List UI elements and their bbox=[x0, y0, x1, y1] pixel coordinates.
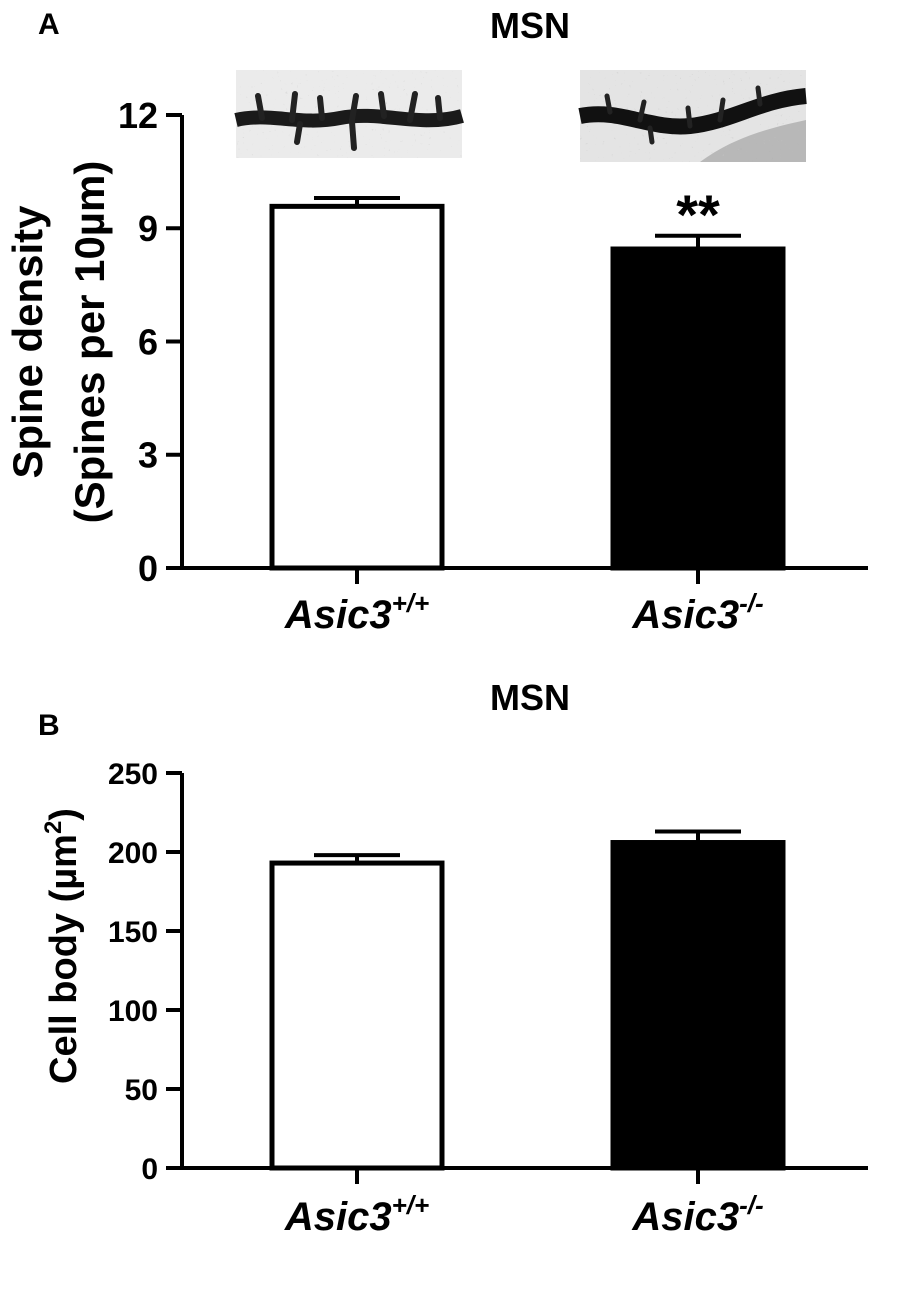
panel-a-y-tick-label: 12 bbox=[118, 95, 158, 136]
panel-b-y-tick-label: 150 bbox=[108, 916, 158, 949]
panel-b-y-tick-label: 0 bbox=[141, 1153, 158, 1186]
panel-b-y-tick-label: 50 bbox=[125, 1074, 158, 1107]
panel-a-category-label-1: Asic3+/+ bbox=[284, 588, 429, 637]
panel-a-y-tick-label: 0 bbox=[138, 548, 158, 589]
panel-a-y-tick-label: 3 bbox=[138, 435, 158, 476]
panel-b-y-tick-label: 250 bbox=[108, 758, 158, 791]
panel-a-ylabel-line2: (Spines per 10µm) bbox=[66, 161, 113, 524]
panel-b-ylabel-end: ) bbox=[43, 808, 85, 821]
panel-b-y-tick-label: 100 bbox=[108, 995, 158, 1028]
panel-b-title: MSN bbox=[490, 677, 570, 718]
panel-a-bar-1 bbox=[269, 203, 445, 571]
panel-b-label: B bbox=[38, 709, 60, 742]
panel-a-plot: 0 3 6 9 12 Asic3+/+ Asic3-/- ** bbox=[118, 95, 868, 637]
panel-a-y-tick-label: 6 bbox=[138, 321, 158, 362]
panel-a-significance-marker: ** bbox=[676, 183, 720, 246]
panel-b-bar-2 bbox=[610, 840, 786, 1171]
panel-a-bar-2 bbox=[610, 246, 786, 571]
panel-a-title: MSN bbox=[490, 5, 570, 46]
panel-b-ylabel: Cell body (µm2) bbox=[40, 808, 85, 1084]
panel-b-category-label-1: Asic3+/+ bbox=[284, 1190, 429, 1239]
panel-b-bar-1 bbox=[269, 860, 445, 1171]
panel-b-ylabel-sup: 2 bbox=[40, 821, 67, 834]
inset-micrograph-wt bbox=[234, 70, 464, 158]
panel-b-category-label-2: Asic3-/- bbox=[631, 1190, 763, 1239]
panel-a-ylabel-line1: Spine density bbox=[4, 205, 51, 479]
panel-a-label: A bbox=[38, 8, 60, 41]
inset-micrograph-ko bbox=[578, 70, 807, 162]
panel-a-category-label-2: Asic3-/- bbox=[631, 588, 763, 637]
panel-b-ylabel-base: Cell body (µm bbox=[43, 834, 85, 1084]
panel-b-y-tick-label: 200 bbox=[108, 837, 158, 870]
panel-a-y-tick-label: 9 bbox=[138, 208, 158, 249]
panel-b-plot: 0 50 100 150 200 250 Asic3+/+ Asic3-/- bbox=[108, 758, 868, 1239]
